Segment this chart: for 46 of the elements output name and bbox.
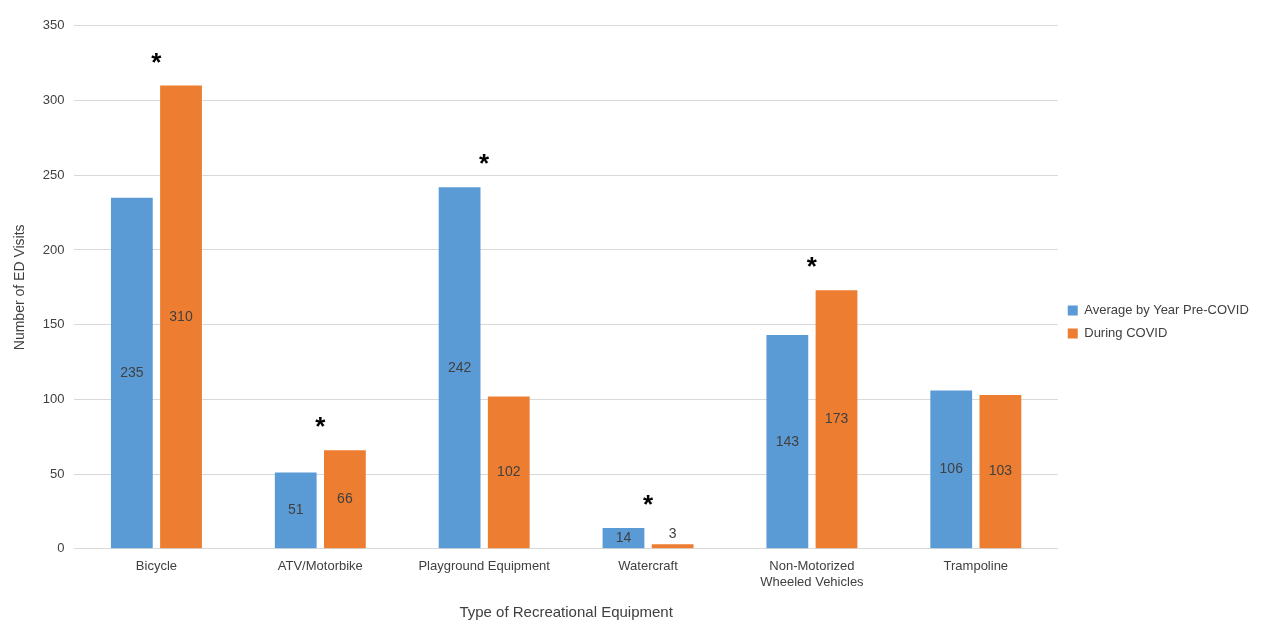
x-tick-label: Non-Motorized Wheeled Vehicles bbox=[760, 558, 865, 589]
x-tick-label: Trampoline bbox=[943, 558, 1009, 574]
y-tick-label: 100 bbox=[42, 390, 65, 406]
annotation: * bbox=[315, 411, 327, 442]
y-tick-label: 350 bbox=[42, 17, 65, 33]
x-axis-title: Type of Recreational Equipment bbox=[459, 603, 674, 621]
data-label: 102 bbox=[497, 463, 521, 480]
data-label: 310 bbox=[169, 307, 193, 324]
bar bbox=[651, 544, 694, 549]
x-tick-label: ATV/Motorbike bbox=[277, 558, 363, 574]
legend-label: Average by Year Pre-COVID bbox=[1084, 302, 1249, 318]
data-label: 51 bbox=[287, 501, 304, 518]
bar bbox=[274, 472, 317, 549]
x-tick-label: Watercraft bbox=[618, 558, 679, 574]
y-tick-label: 300 bbox=[42, 92, 65, 108]
data-label: 173 bbox=[824, 410, 849, 427]
bar bbox=[323, 450, 366, 549]
bar bbox=[766, 335, 809, 549]
y-axis-title: Number of ED Visits bbox=[11, 224, 28, 351]
x-tick-label: Playground Equipment bbox=[418, 558, 551, 574]
y-tick-label: 0 bbox=[57, 540, 65, 556]
y-tick-label: 150 bbox=[42, 316, 65, 332]
bar bbox=[110, 197, 153, 549]
data-label: 66 bbox=[337, 490, 353, 507]
bar bbox=[979, 394, 1022, 549]
legend-label: During COVID bbox=[1084, 325, 1168, 341]
data-label: 106 bbox=[939, 460, 964, 477]
y-tick-label: 250 bbox=[42, 166, 65, 182]
annotation: * bbox=[806, 251, 818, 282]
bar bbox=[930, 390, 973, 549]
data-label: 143 bbox=[775, 432, 800, 449]
bar bbox=[487, 396, 530, 549]
annotation: * bbox=[479, 148, 491, 179]
annotation: * bbox=[151, 46, 163, 77]
data-label: 103 bbox=[988, 462, 1013, 479]
bar bbox=[815, 290, 858, 549]
x-tick-label: Bicycle bbox=[135, 558, 178, 574]
bar bbox=[438, 187, 481, 549]
data-label: 14 bbox=[615, 528, 632, 545]
data-label: 3 bbox=[668, 525, 677, 542]
annotation: * bbox=[643, 489, 654, 520]
y-tick-label: 200 bbox=[42, 241, 65, 257]
y-tick-label: 50 bbox=[50, 465, 65, 481]
data-label: 235 bbox=[120, 363, 144, 380]
bar bbox=[160, 85, 202, 549]
data-label: 242 bbox=[447, 358, 472, 375]
